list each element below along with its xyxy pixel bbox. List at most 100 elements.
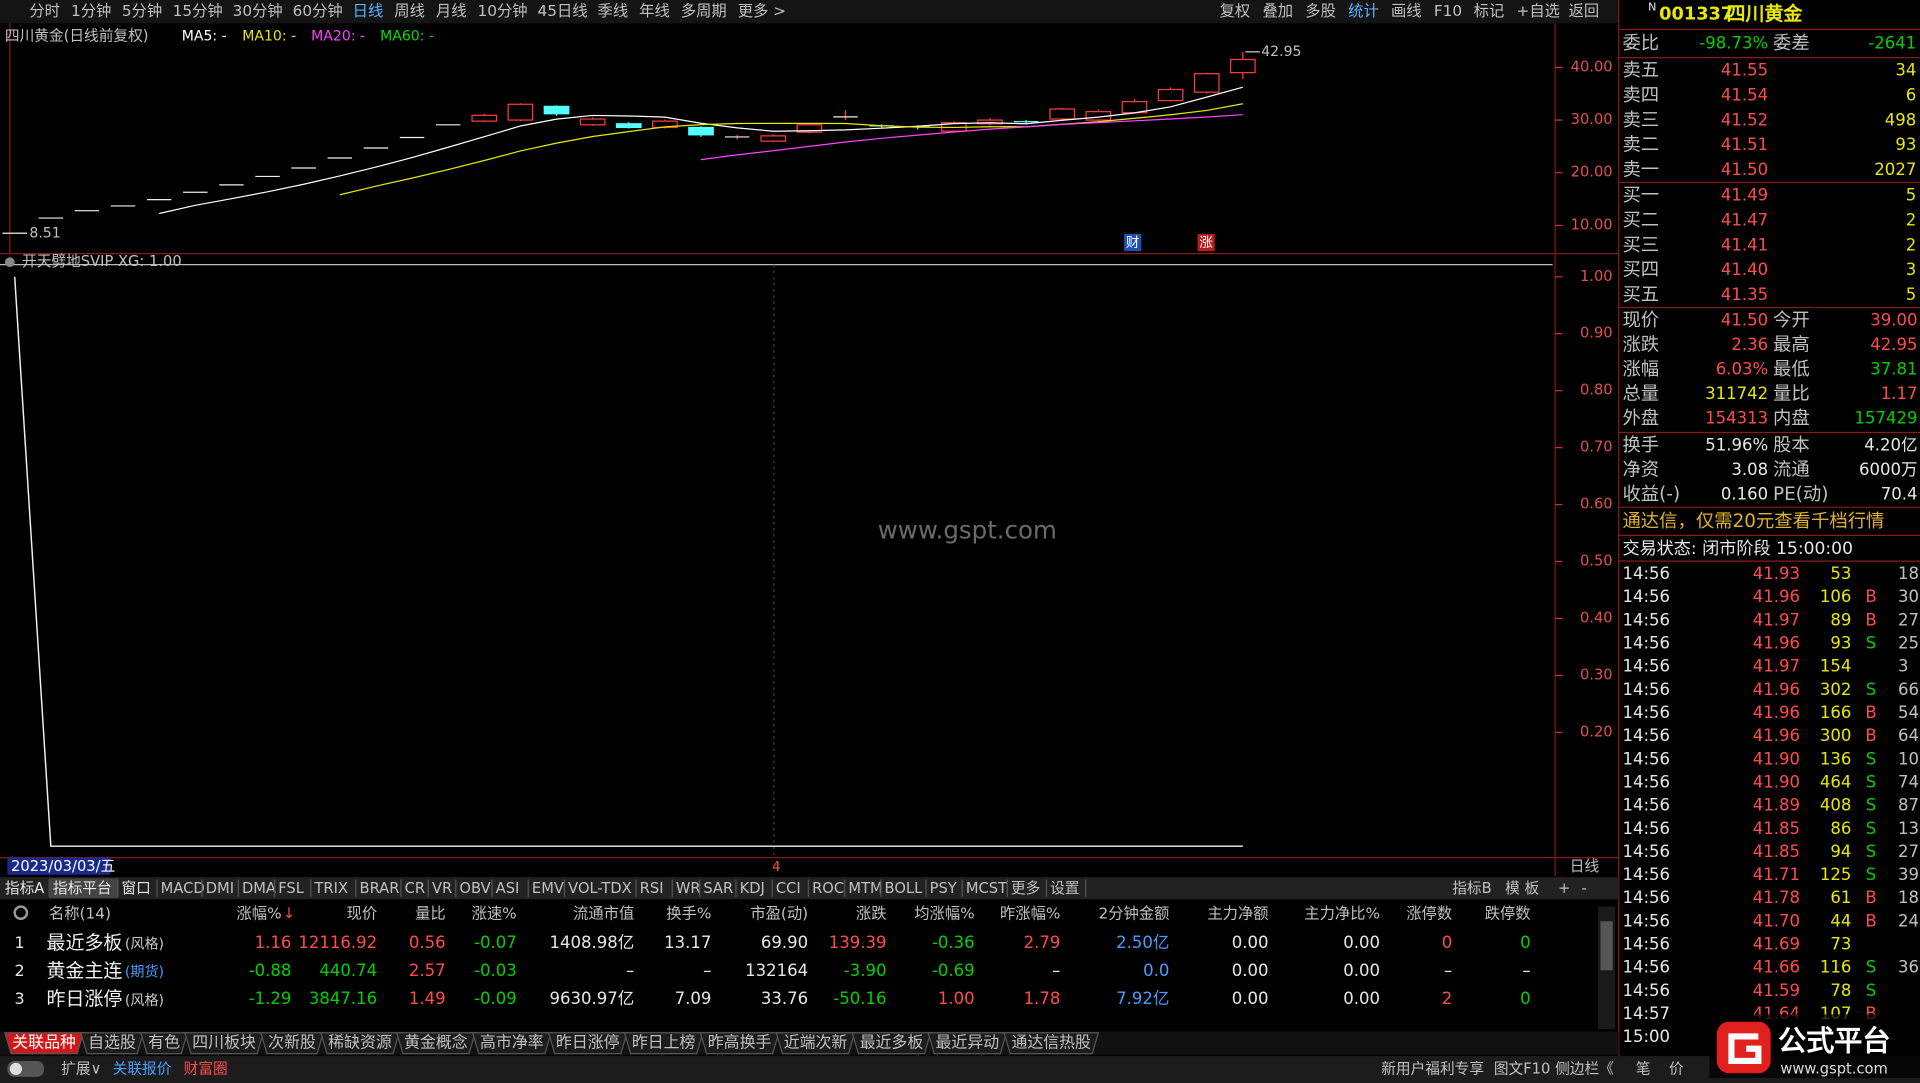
row-name[interactable]: 黄金主连	[47, 960, 123, 982]
tool-button[interactable]: F10	[1434, 2, 1462, 20]
period-tab[interactable]: 60分钟	[293, 2, 343, 20]
row-name[interactable]: 最近多板	[47, 932, 123, 954]
indicator-tab[interactable]: OBV	[459, 880, 490, 897]
indicator-tab[interactable]: CCI	[776, 880, 801, 897]
indicator-tab[interactable]: CR	[405, 880, 425, 897]
bottom-tab[interactable]: 高市净率	[480, 1033, 544, 1052]
bottom-tab[interactable]: 昨高换手	[708, 1033, 772, 1052]
tool-button[interactable]: 多股	[1305, 2, 1336, 20]
table-header[interactable]: 涨幅%	[237, 904, 282, 922]
status-item[interactable]: 笔	[1636, 1061, 1651, 1078]
period-tab[interactable]: 更多 >	[738, 2, 786, 20]
table-header[interactable]: 主力净额	[1207, 904, 1268, 922]
status-item[interactable]: 财富圈	[184, 1060, 228, 1078]
table-header[interactable]: 涨停数	[1406, 904, 1452, 922]
tool-button[interactable]: +自选	[1517, 2, 1560, 20]
bottom-tab[interactable]: 次新股	[268, 1033, 316, 1052]
bottom-tab[interactable]: 近端次新	[784, 1033, 848, 1052]
tool-button[interactable]: 返回	[1569, 2, 1600, 20]
tool-button[interactable]: 画线	[1391, 2, 1422, 20]
indicator-tab[interactable]: KDJ	[740, 880, 765, 897]
settings-icon[interactable]	[13, 905, 29, 921]
period-tab[interactable]: 年线	[639, 2, 670, 20]
indicator-tab[interactable]: +	[1558, 880, 1570, 897]
indicator-tab[interactable]: TRIX	[313, 880, 348, 897]
indicator-tab[interactable]: 更多	[1011, 880, 1040, 897]
indicator-tab[interactable]: 指标B	[1452, 880, 1491, 897]
indicator-tab[interactable]: 设置	[1050, 880, 1079, 897]
bottom-tab[interactable]: 黄金概念	[404, 1033, 468, 1052]
bottom-tab[interactable]: 最近异动	[936, 1033, 1000, 1052]
indicator-tab[interactable]: BRAR	[360, 880, 400, 897]
bottom-tab[interactable]: 最近多板	[860, 1033, 924, 1052]
bottom-tab[interactable]: 关联品种	[12, 1033, 76, 1052]
indicator-tab[interactable]: BOLL	[885, 880, 924, 897]
period-tab[interactable]: 5分钟	[122, 2, 162, 20]
table-header[interactable]: 市盈(动)	[750, 904, 808, 922]
table-header[interactable]: 现价	[347, 904, 378, 922]
period-tab[interactable]: 周线	[394, 2, 425, 20]
row-name[interactable]: 昨日涨停	[47, 988, 123, 1010]
period-tab[interactable]: 日线	[353, 2, 384, 20]
indicator-tab[interactable]: SAR	[703, 880, 733, 897]
bottom-tab[interactable]: 稀缺资源	[328, 1033, 392, 1052]
table-header[interactable]: 2分钟金额	[1098, 904, 1169, 922]
bottom-tab[interactable]: 四川板块	[192, 1033, 256, 1052]
indicator-tab[interactable]: DMI	[206, 880, 234, 897]
table-header[interactable]: 跌停数	[1485, 904, 1531, 922]
indicator-tab[interactable]: FSL	[278, 880, 305, 897]
period-tab[interactable]: 月线	[436, 2, 467, 20]
indicator-tab[interactable]: VR	[432, 880, 452, 897]
bottom-tab[interactable]: 通达信热股	[1011, 1033, 1091, 1052]
table-header[interactable]: 昨涨幅%	[1000, 904, 1060, 922]
status-item[interactable]: 扩展∨	[61, 1061, 101, 1078]
indicator-tab[interactable]: RSI	[640, 880, 664, 897]
table-header[interactable]: 均涨幅%	[914, 904, 974, 922]
tool-button[interactable]: 统计	[1348, 2, 1379, 20]
indicator-tab[interactable]: 指标A	[5, 880, 44, 897]
scrollbar-thumb[interactable]	[1600, 921, 1613, 971]
indicator-tab[interactable]: VOL-TDX	[568, 880, 632, 897]
table-header[interactable]: 换手%	[666, 904, 711, 922]
bottom-tab[interactable]: 昨日涨停	[556, 1033, 620, 1052]
indicator-tab[interactable]: MTM	[848, 880, 882, 897]
promo[interactable]: 通达信，仅需20元查看千档行情	[1622, 511, 1884, 532]
period-tab[interactable]: 分时	[29, 2, 60, 20]
indicator-tab[interactable]: 指标平台	[53, 880, 112, 897]
period-tab[interactable]: 10分钟	[478, 2, 528, 20]
tool-button[interactable]: 复权	[1220, 2, 1251, 20]
tool-button[interactable]: 标记	[1474, 2, 1505, 20]
table-header[interactable]: 量比	[415, 904, 446, 922]
table-header[interactable]: 涨跌	[856, 904, 887, 922]
period-tab[interactable]: 30分钟	[233, 2, 283, 20]
period-tab[interactable]: 45日线	[538, 2, 588, 20]
table-header[interactable]: 涨速%	[472, 904, 517, 922]
bottom-tab[interactable]: 有色	[148, 1033, 180, 1052]
table-header[interactable]: 流通市值	[573, 904, 634, 922]
indicator-tab[interactable]: -	[1582, 880, 1587, 897]
indicator-tab[interactable]: WR	[676, 880, 701, 897]
bottom-tab[interactable]: 自选股	[88, 1033, 136, 1052]
status-item[interactable]: 图文F10	[1494, 1061, 1551, 1078]
indicator-tab[interactable]: MCST	[966, 880, 1008, 897]
period-tab[interactable]: 季线	[598, 2, 629, 20]
event-marker[interactable]: 涨	[1199, 235, 1213, 251]
status-item[interactable]: 关联报价	[113, 1061, 172, 1078]
event-marker[interactable]: 财	[1126, 235, 1139, 251]
indicator-tab[interactable]: 模 板	[1505, 879, 1539, 897]
indicator-tab[interactable]: PSY	[930, 880, 957, 897]
indicator-tab[interactable]: EMV	[532, 880, 564, 897]
indicator-tab[interactable]: 窗口	[121, 879, 150, 897]
table-header[interactable]: 主力净比%	[1304, 904, 1380, 922]
period-tab[interactable]: 多周期	[681, 2, 727, 20]
indicator-tab[interactable]: MACD	[161, 880, 205, 897]
status-item[interactable]: 新用户福利专享	[1381, 1061, 1484, 1078]
indicator-tab[interactable]: DMA	[242, 880, 276, 897]
indicator-tab[interactable]: ROC	[812, 880, 844, 897]
period-tab[interactable]: 15分钟	[173, 2, 223, 20]
indicator-tab[interactable]: ASI	[496, 880, 520, 897]
bottom-tab[interactable]: 昨日上榜	[632, 1033, 696, 1052]
status-item[interactable]: 价	[1669, 1061, 1684, 1078]
status-item[interactable]: 侧边栏《	[1555, 1061, 1614, 1078]
tool-button[interactable]: 叠加	[1262, 2, 1293, 20]
